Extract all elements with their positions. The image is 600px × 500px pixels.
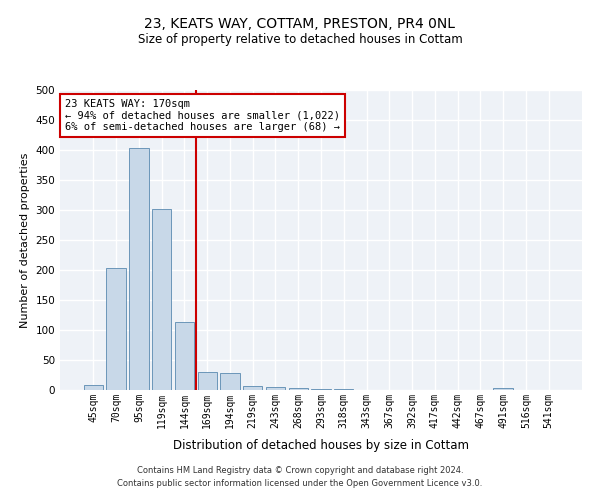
Bar <box>311 389 331 390</box>
Y-axis label: Number of detached properties: Number of detached properties <box>20 152 30 328</box>
Bar <box>334 389 353 390</box>
Bar <box>493 388 513 390</box>
Bar <box>84 385 103 390</box>
Text: 23, KEATS WAY, COTTAM, PRESTON, PR4 0NL: 23, KEATS WAY, COTTAM, PRESTON, PR4 0NL <box>145 18 455 32</box>
Bar <box>129 148 149 390</box>
Bar <box>197 372 217 390</box>
Text: 23 KEATS WAY: 170sqm
← 94% of detached houses are smaller (1,022)
6% of semi-det: 23 KEATS WAY: 170sqm ← 94% of detached h… <box>65 99 340 132</box>
Text: Size of property relative to detached houses in Cottam: Size of property relative to detached ho… <box>137 32 463 46</box>
Bar <box>289 388 308 390</box>
Bar <box>152 210 172 390</box>
Bar <box>175 322 194 390</box>
X-axis label: Distribution of detached houses by size in Cottam: Distribution of detached houses by size … <box>173 439 469 452</box>
Bar <box>220 373 239 390</box>
Bar <box>106 268 126 390</box>
Text: Contains HM Land Registry data © Crown copyright and database right 2024.
Contai: Contains HM Land Registry data © Crown c… <box>118 466 482 487</box>
Bar <box>243 386 262 390</box>
Bar <box>266 387 285 390</box>
